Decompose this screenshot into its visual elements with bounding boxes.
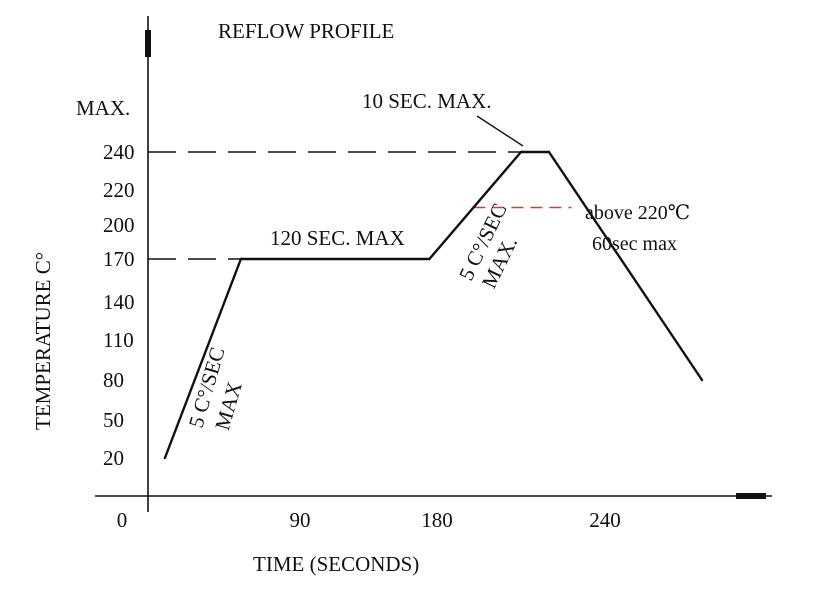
x-axis-label: TIME (SECONDS): [253, 552, 419, 576]
y-tick-label: 170: [103, 247, 135, 271]
y-axis-arrow: [145, 30, 151, 57]
profile-point: [547, 150, 551, 154]
y-tick-label: 240: [103, 140, 135, 164]
profile-point: [700, 378, 704, 382]
y-tick-labels: MAX. 240 220 200 170 140 110 80 50 20: [76, 96, 135, 470]
x-axis-arrow: [736, 493, 766, 499]
soak-time-annotation: 120 SEC. MAX: [270, 226, 405, 250]
annotations: 10 SEC. MAX. 120 SEC. MAX 5 C°/SEC MAX 5…: [184, 89, 690, 433]
y-tick-label: MAX.: [76, 96, 130, 120]
profile-point: [519, 150, 523, 154]
series-group: [163, 150, 704, 460]
y-tick-label: 140: [103, 290, 135, 314]
y-tick-label: 220: [103, 178, 135, 202]
x-tick-label: 0: [117, 508, 128, 532]
ramp-up-2-annotation: 5 C°/SEC MAX.: [454, 200, 522, 293]
x-tick-labels: 0 90 180 240: [117, 508, 621, 532]
y-tick-label: 200: [103, 213, 135, 237]
above-liquidus-line1: above 220℃: [585, 202, 690, 224]
x-tick-label: 240: [589, 508, 621, 532]
profile-line: [163, 150, 703, 459]
peak-time-leader: [476, 115, 524, 147]
x-tick-label: 180: [421, 508, 453, 532]
ramp-up-1-annotation: 5 C°/SEC MAX: [184, 344, 247, 432]
y-tick-label: 110: [103, 328, 134, 352]
y-tick-label: 50: [103, 408, 124, 432]
y-tick-label: 80: [103, 368, 124, 392]
reference-lines: [148, 151, 572, 260]
above-liquidus-line2: 60sec max: [592, 233, 677, 255]
profile-point: [163, 456, 167, 460]
profile-point: [239, 257, 243, 261]
y-axis-label: TEMPERATURE C°: [31, 252, 55, 430]
y-tick-label: 20: [103, 446, 124, 470]
axes: [95, 16, 772, 512]
x-tick-label: 90: [290, 508, 311, 532]
chart-title: REFLOW PROFILE: [218, 19, 394, 43]
profile-point: [428, 257, 431, 261]
peak-time-annotation: 10 SEC. MAX.: [362, 89, 492, 113]
